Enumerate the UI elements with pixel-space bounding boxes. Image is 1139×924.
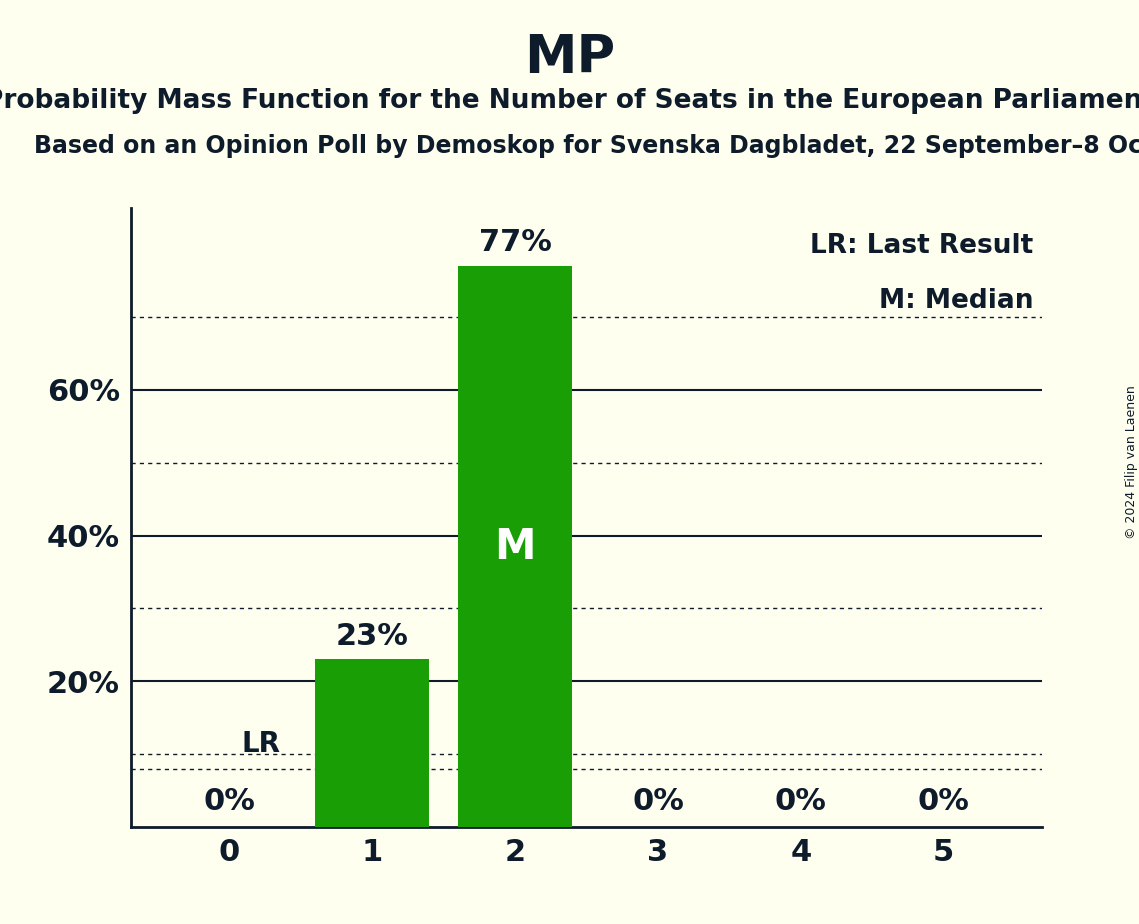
Text: LR: LR [241, 730, 280, 758]
Text: 23%: 23% [336, 622, 409, 650]
Text: LR: Last Result: LR: Last Result [810, 233, 1033, 259]
Text: 0%: 0% [918, 787, 969, 816]
Bar [316, 660, 429, 827]
Bar [458, 266, 572, 827]
Text: 77%: 77% [478, 228, 551, 258]
Text: M: Median: M: Median [878, 288, 1033, 314]
Text: Probability Mass Function for the Number of Seats in the European Parliament: Probability Mass Function for the Number… [0, 88, 1139, 114]
Text: © 2024 Filip van Laenen: © 2024 Filip van Laenen [1124, 385, 1138, 539]
Text: MP: MP [524, 32, 615, 84]
Text: Based on an Opinion Poll by Demoskop for Svenska Dagbladet, 22 September–8 Octob: Based on an Opinion Poll by Demoskop for… [34, 134, 1139, 158]
Text: 0%: 0% [775, 787, 827, 816]
Text: 0%: 0% [204, 787, 255, 816]
Text: 0%: 0% [632, 787, 683, 816]
Text: M: M [494, 526, 536, 567]
